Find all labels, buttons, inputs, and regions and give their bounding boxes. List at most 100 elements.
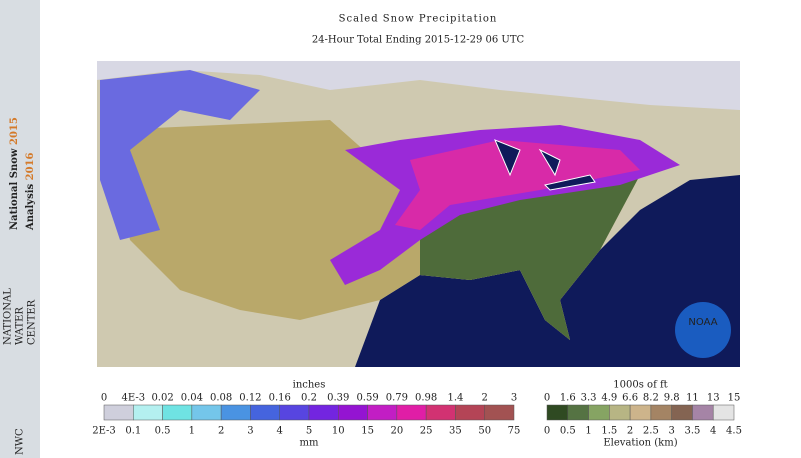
legend-label: 4.5 — [726, 426, 742, 437]
legend-label: 1 — [189, 426, 195, 437]
legend-swatch — [629, 404, 652, 421]
legend-swatch — [546, 404, 569, 421]
legend-label: 2 — [218, 426, 224, 437]
legend-label: 3 — [511, 393, 517, 404]
legend-label: 4E-3 — [121, 393, 145, 404]
legend-swatch — [308, 404, 339, 421]
legend-label: 3 — [668, 426, 674, 437]
legend-title: Elevation (km) — [603, 438, 677, 449]
legend-label: 9.8 — [664, 393, 680, 404]
sidebar — [0, 0, 40, 458]
org-text: NATIONAL — [3, 288, 14, 345]
legend-label: 13 — [707, 393, 720, 404]
legend-label: 0.5 — [155, 426, 171, 437]
legend-label: 2 — [627, 426, 633, 437]
legend-swatch — [671, 404, 693, 421]
legend-swatch — [609, 404, 631, 421]
noaa-text: NOAA — [688, 317, 717, 328]
legend-label: 10 — [332, 426, 345, 437]
legend-title: 1000s of ft — [613, 380, 667, 391]
legend-swatch — [250, 404, 280, 421]
land — [110, 120, 640, 340]
map — [97, 61, 740, 367]
legend-swatch — [567, 404, 589, 421]
sidebar-line: National Snow 2015 — [9, 117, 20, 230]
nwc-logo: NWC — [15, 428, 26, 455]
legend-label: 2.5 — [643, 426, 659, 437]
legend-label: 0 — [544, 426, 550, 437]
legend-swatch — [396, 404, 427, 421]
legend-label: 15 — [728, 393, 741, 404]
sidebar-year: 2015 — [9, 117, 20, 145]
legend-label: 0.5 — [560, 426, 576, 437]
legend-label: 1 — [585, 426, 591, 437]
legend-label: 0.79 — [386, 393, 408, 404]
legend-label: 0.2 — [301, 393, 317, 404]
legend-title: inches — [293, 380, 326, 391]
legend-swatch — [191, 404, 222, 421]
sidebar-line: Analysis 2016 — [25, 152, 36, 231]
legend-label: 4 — [710, 426, 716, 437]
legend-swatch — [425, 404, 456, 421]
legend-swatch — [692, 404, 714, 421]
legend-swatch — [650, 404, 672, 421]
legend-label: 0.04 — [181, 393, 203, 404]
legend-label: 50 — [478, 426, 491, 437]
great-lakes — [494, 139, 596, 191]
legend-label: 2E-3 — [92, 426, 116, 437]
legend-label: 0.1 — [125, 426, 141, 437]
legend-title: mm — [300, 438, 319, 449]
legend-swatch — [279, 404, 310, 421]
legend-label: 15 — [361, 426, 374, 437]
legend-swatch — [712, 404, 735, 421]
sidebar-text: National Snow — [9, 148, 20, 230]
noaa-logo — [675, 302, 731, 358]
legend-label: 1.4 — [447, 393, 463, 404]
legend-label: 11 — [686, 393, 699, 404]
subtitle: 24-Hour Total Ending 2015-12-29 06 UTC — [312, 35, 525, 46]
legend-swatch — [338, 404, 368, 421]
legend-label: 3.3 — [581, 393, 597, 404]
legend-label: 0.59 — [356, 393, 378, 404]
legend-label: 3.5 — [684, 426, 700, 437]
org-text: WATER — [15, 307, 26, 345]
legend-label: 5 — [306, 426, 312, 437]
legend-label: 0 — [101, 393, 107, 404]
snow-cover — [97, 61, 740, 110]
legend-swatch — [484, 404, 515, 421]
legend-label: 75 — [508, 426, 521, 437]
sidebar-year: 2016 — [25, 152, 36, 180]
legend-swatch — [455, 404, 485, 421]
legend-label: 0.98 — [415, 393, 437, 404]
legend-swatch — [220, 404, 251, 421]
legend-label: 0.12 — [239, 393, 261, 404]
legend-label: 1.5 — [601, 426, 617, 437]
legend-label: 20 — [390, 426, 403, 437]
legend-label: 4.9 — [601, 393, 617, 404]
org-text: CENTER — [27, 299, 38, 345]
legend-label: 4 — [277, 426, 283, 437]
legend-label: 0.02 — [151, 393, 173, 404]
legend-label: 0.16 — [269, 393, 291, 404]
legend-label: 0.39 — [327, 393, 349, 404]
snow-core — [395, 140, 640, 230]
legend-swatch — [367, 404, 398, 421]
legend-label: 6.6 — [622, 393, 638, 404]
legend-label: 8.2 — [643, 393, 659, 404]
legend-label: 25 — [420, 426, 433, 437]
legend-swatch — [103, 404, 134, 421]
title: Scaled Snow Precipitation — [339, 14, 498, 25]
legend-swatch — [162, 404, 193, 421]
sidebar-text: Analysis — [25, 183, 36, 231]
legend-label: 0 — [544, 393, 550, 404]
legend-label: 3 — [247, 426, 253, 437]
legend-swatch — [588, 404, 610, 421]
legend-label: 0.08 — [210, 393, 232, 404]
snow-west — [100, 70, 260, 240]
legend-label: 35 — [449, 426, 462, 437]
legend-label: 2 — [482, 393, 488, 404]
legend-label: 1.6 — [560, 393, 576, 404]
land-east — [420, 175, 640, 340]
legend-swatch — [133, 404, 163, 421]
